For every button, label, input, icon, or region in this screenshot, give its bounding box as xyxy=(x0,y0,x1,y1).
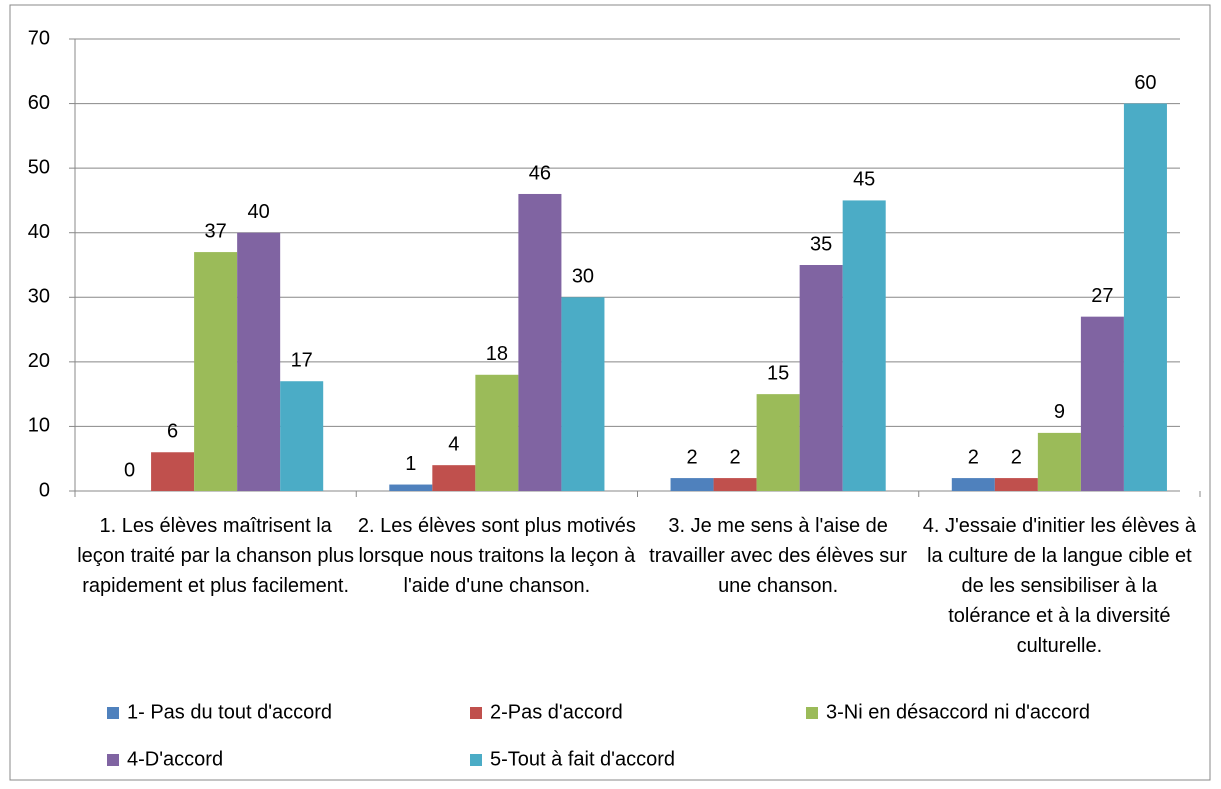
data-label: 0 xyxy=(124,459,135,481)
data-label: 60 xyxy=(1134,72,1156,94)
data-label: 6 xyxy=(167,421,178,443)
y-tick-label: 50 xyxy=(28,156,50,178)
data-label: 35 xyxy=(810,233,832,255)
data-label: 1 xyxy=(405,453,416,475)
bar xyxy=(842,200,886,491)
bar xyxy=(475,374,519,491)
legend-label: 3-Ni en désaccord ni d'accord xyxy=(826,701,1090,723)
data-label: 2 xyxy=(730,446,741,468)
bar xyxy=(561,297,605,491)
legend-swatch xyxy=(107,754,119,766)
data-label: 2 xyxy=(968,446,979,468)
data-label: 46 xyxy=(529,162,551,184)
data-label: 9 xyxy=(1054,401,1065,423)
data-label: 4 xyxy=(448,433,459,455)
legend-swatch xyxy=(470,754,482,766)
bar xyxy=(756,394,800,491)
bar xyxy=(1123,103,1167,492)
bar xyxy=(1037,432,1081,491)
legend-swatch xyxy=(470,707,482,719)
bar xyxy=(389,484,433,491)
y-tick-label: 30 xyxy=(28,286,50,308)
bar xyxy=(1080,316,1124,491)
y-tick-label: 70 xyxy=(28,27,50,49)
legend-label: 2-Pas d'accord xyxy=(490,701,623,723)
y-tick-label: 0 xyxy=(39,479,50,501)
legend-swatch xyxy=(107,707,119,719)
bar xyxy=(951,478,995,491)
data-label: 37 xyxy=(205,220,227,242)
data-label: 2 xyxy=(687,446,698,468)
chart-border xyxy=(9,4,1211,781)
legend-label: 5-Tout à fait d'accord xyxy=(490,748,675,770)
legend-swatch xyxy=(806,707,818,719)
bar xyxy=(194,252,238,491)
data-label: 17 xyxy=(291,350,313,372)
x-tick-label: 1. Les élèves maîtrisent la leçon traité… xyxy=(77,515,355,597)
bar xyxy=(994,478,1038,491)
data-label: 15 xyxy=(767,362,789,384)
data-label: 45 xyxy=(853,169,875,191)
data-label: 27 xyxy=(1091,285,1113,307)
x-tick-label: 2. Les élèves sont plus motivés lorsque … xyxy=(357,515,636,597)
x-tick-label: 3. Je me sens à l'aise de travailler ave… xyxy=(649,515,908,597)
legend-label: 4-D'accord xyxy=(127,748,223,770)
bar xyxy=(799,265,843,491)
y-tick-label: 40 xyxy=(28,221,50,243)
bar xyxy=(432,465,476,491)
bar xyxy=(713,478,757,491)
x-tick-label: 4. J'essaie d'initier les élèves à la cu… xyxy=(922,515,1197,657)
data-label: 30 xyxy=(572,266,594,288)
y-tick-label: 10 xyxy=(28,415,50,437)
bar xyxy=(518,193,562,491)
bar xyxy=(237,232,281,491)
bar xyxy=(280,381,324,491)
data-label: 18 xyxy=(486,343,508,365)
data-label: 40 xyxy=(248,201,270,223)
data-label: 2 xyxy=(1011,446,1022,468)
bar xyxy=(670,478,714,491)
legend-label: 1- Pas du tout d'accord xyxy=(127,701,332,723)
y-tick-label: 60 xyxy=(28,92,50,114)
y-tick-label: 20 xyxy=(28,350,50,372)
bar xyxy=(151,452,195,491)
